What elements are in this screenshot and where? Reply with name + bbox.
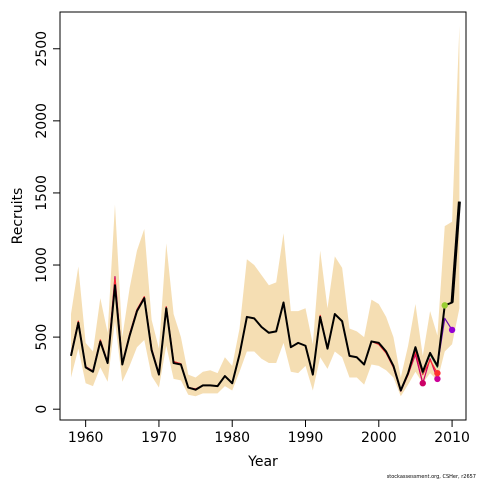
y-tick-label: 1500 xyxy=(34,175,50,211)
series-layer xyxy=(70,201,461,392)
x-axis: 1960 1970 1980 1990 2000 2010 xyxy=(68,420,470,446)
series-end-marker-5 xyxy=(448,326,456,334)
x-tick-label: 1990 xyxy=(288,430,324,446)
series-line-main-final-segment xyxy=(450,201,461,303)
x-axis-title: Year xyxy=(247,454,278,470)
x-tick-label: 2010 xyxy=(434,430,470,446)
series-line-main xyxy=(70,201,461,392)
x-tick-label: 1980 xyxy=(214,430,250,446)
confidence-band-layer xyxy=(70,25,460,397)
series-end-marker-2 xyxy=(434,369,441,377)
y-tick-label: 2000 xyxy=(34,103,50,139)
plot-frame xyxy=(59,11,467,421)
y-tick-label: 0 xyxy=(34,405,50,414)
confidence-band xyxy=(70,25,460,397)
series-end-marker-3 xyxy=(434,375,441,383)
x-tick-label: 2000 xyxy=(361,430,397,446)
credit-text: stockassessment.org, CSHer, r2657 xyxy=(387,474,476,480)
x-tick-label: 1970 xyxy=(141,430,177,446)
y-tick-label: 500 xyxy=(34,324,50,351)
y-tick-label: 1000 xyxy=(34,247,50,283)
marker-layer xyxy=(419,302,456,387)
y-axis: 0 500 1000 1500 2000 2500 xyxy=(34,31,60,414)
series-end-marker-1 xyxy=(441,302,448,309)
y-axis-title: Recruits xyxy=(10,188,26,245)
series-end-marker-4 xyxy=(419,380,426,387)
y-tick-label: 2500 xyxy=(34,31,50,67)
x-tick-label: 1960 xyxy=(68,430,104,446)
